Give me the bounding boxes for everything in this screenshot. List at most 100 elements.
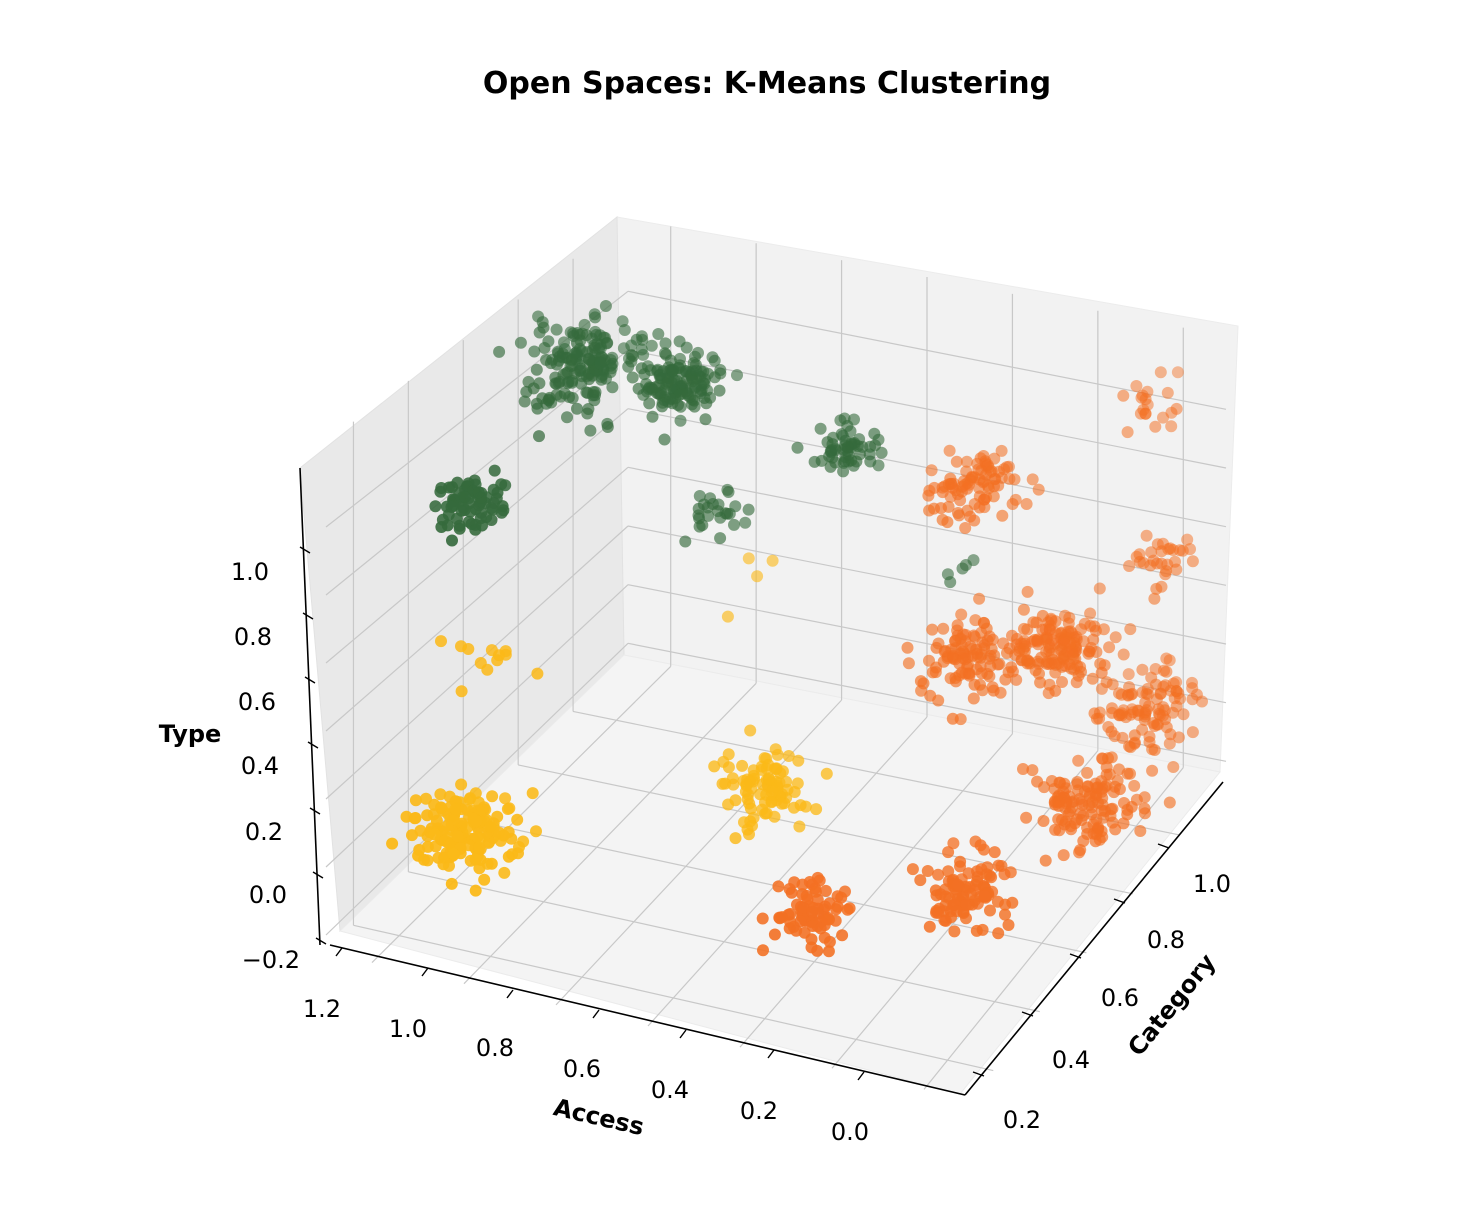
scatter-point [491, 810, 504, 823]
scatter-point [1027, 616, 1040, 629]
scatter-point [601, 421, 614, 433]
scatter-point [1115, 707, 1128, 720]
scatter-point [571, 402, 583, 415]
scatter-point [868, 427, 881, 440]
scatter-point [820, 767, 833, 780]
x-ticks: 1.2 1.0 0.8 0.6 0.4 0.2 0.0 [303, 947, 869, 1146]
scatter-point [1161, 386, 1174, 399]
z-axis-line [299, 467, 321, 946]
scatter-point [987, 490, 1000, 503]
scatter-point [469, 523, 482, 536]
scatter-point [962, 667, 975, 680]
scatter-point [835, 891, 848, 904]
scatter-point [1138, 802, 1151, 815]
scatter-point [1026, 764, 1039, 777]
scatter-point [659, 337, 672, 350]
scatter-point [469, 853, 482, 866]
scatter-point [744, 802, 757, 815]
scatter-point [982, 479, 994, 492]
scatter-point [824, 460, 837, 473]
x-tick-label: 0.6 [563, 1055, 601, 1083]
scatter-point [692, 502, 705, 515]
grid-line [463, 682, 757, 985]
scatter-point [1196, 695, 1208, 708]
scatter-point [654, 368, 666, 381]
scatter-point [973, 481, 985, 494]
scatter-point [946, 712, 959, 725]
z-tick-label: 0.0 [249, 881, 287, 909]
scatter-point [428, 798, 441, 811]
grid-line [518, 764, 1134, 895]
scatter-point [421, 809, 434, 822]
scatter-point [502, 850, 515, 863]
scatter-point [528, 345, 541, 358]
scatter-point [646, 410, 659, 423]
scatter-point [656, 400, 669, 413]
scatter-point [1148, 744, 1161, 756]
scatter-point [742, 552, 755, 565]
grid-line [325, 349, 629, 596]
scatter-point [1105, 751, 1118, 764]
scatter-point [998, 868, 1011, 881]
scatter-point [470, 815, 483, 828]
x-axis-line [329, 944, 966, 1096]
scatter-point [496, 500, 509, 513]
y-tick-label: 0.8 [1147, 926, 1185, 954]
scatter-point [956, 562, 969, 575]
scatter-point [1049, 615, 1062, 628]
y-tick-label: 0.6 [1101, 984, 1139, 1012]
scatter-point [1121, 808, 1134, 821]
scatter-point [526, 787, 539, 800]
scatter-point [999, 908, 1011, 921]
scatter-point [649, 381, 662, 394]
scatter-point [1031, 775, 1044, 788]
scatter-point [1060, 782, 1072, 795]
scatter-point [645, 339, 658, 352]
scatter-point [1148, 720, 1161, 732]
scatter-point [721, 507, 734, 520]
scatter-point [923, 920, 936, 933]
scatter-point [1099, 805, 1111, 818]
scatter-point [1052, 813, 1065, 826]
scatter-point [785, 886, 798, 899]
scatter-point [1100, 761, 1113, 774]
scatter-point [1021, 654, 1033, 667]
scatter-point [1032, 483, 1045, 496]
scatter-point [1117, 817, 1130, 830]
scatter-point [1081, 766, 1094, 779]
scatter-point [1117, 389, 1130, 402]
scatter-point [474, 657, 487, 669]
scatter-point [570, 337, 583, 349]
scatter-point [988, 846, 1001, 859]
scatter-point [977, 616, 990, 629]
x-tick-label: 1.2 [303, 995, 341, 1023]
scatter-point [791, 441, 804, 454]
scatter-point [924, 689, 937, 702]
scatter-point [1006, 498, 1019, 510]
scatter-point [944, 576, 957, 589]
scatter-point [441, 819, 454, 832]
scatter-point [974, 839, 987, 852]
scatter-point [553, 375, 566, 388]
scatter-point [1086, 672, 1099, 685]
scatter-point [936, 513, 949, 526]
scatter-point [831, 900, 844, 913]
scatter-point [449, 803, 462, 816]
scatter-point [1075, 623, 1087, 636]
scatter-point [412, 849, 425, 862]
scatter-point [1116, 731, 1129, 744]
scatter-point [696, 519, 709, 532]
scatter-point [796, 888, 809, 901]
scatter-point [699, 413, 712, 426]
scatter-point [743, 828, 755, 841]
scatter-point [606, 381, 619, 394]
scatter-point [497, 829, 510, 842]
scatter-point [1122, 668, 1135, 681]
scatter-point [673, 335, 686, 348]
x-tick-mark [857, 1071, 865, 1081]
scatter-point [841, 903, 854, 916]
z-tick-label: 0.6 [238, 688, 276, 716]
y-tick-mark [1021, 1011, 1034, 1017]
scatter-point [582, 352, 595, 365]
scatter-point [1017, 643, 1030, 655]
